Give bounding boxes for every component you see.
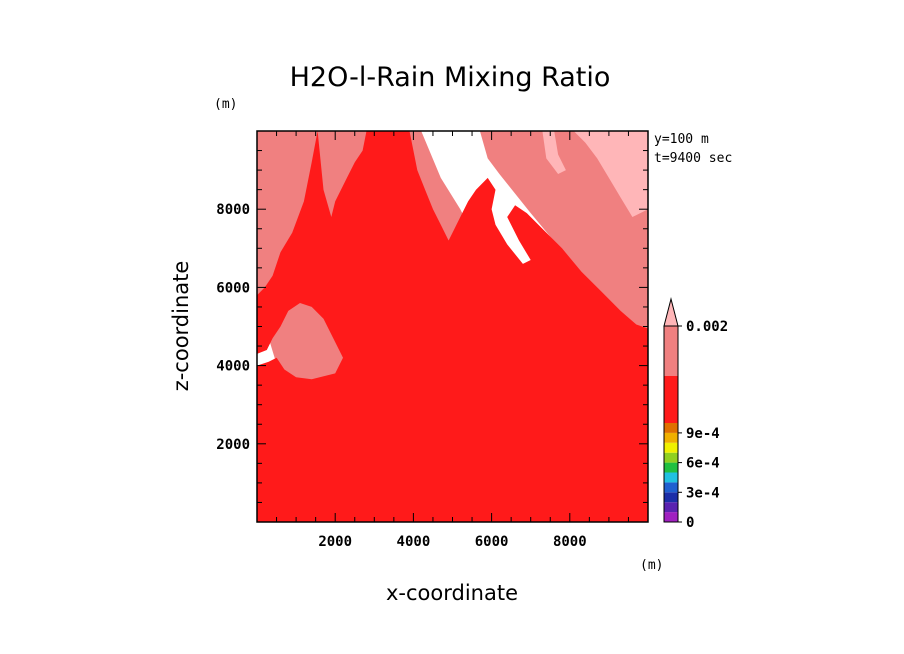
x-tick-label: 8000 [553,534,587,550]
colorbar-label: 0.002 [686,319,728,335]
colorbar-swatch [664,326,678,376]
colorbar-frame [663,325,679,523]
contour-field [257,131,648,522]
contour-region-3 [542,131,566,174]
colorbar-label: 3e-4 [686,485,720,501]
x-tick-label: 2000 [318,534,352,550]
contour-region-2 [573,131,648,217]
colorbar-swatch [664,376,678,423]
colorbar: 0 3e-4 6e-4 9e-4 0.002 [663,297,728,531]
y-tick-label: 4000 [216,359,250,375]
colorbar-swatch [664,502,678,513]
x-unit-label: (m) [640,558,663,573]
annotation-t: t=9400 sec [654,151,732,166]
colorbar-label: 0 [686,515,694,531]
colorbar-swatch [664,482,678,493]
colorbar-label: 9e-4 [686,426,720,442]
x-axis-label: x-coordinate [386,581,518,605]
chart-title: H2O-l-Rain Mixing Ratio [290,62,611,93]
y-tick-label: 8000 [216,202,250,218]
x-tick-label: 6000 [475,534,509,550]
y-tick-label: 2000 [216,437,250,453]
y-axis-label: z-coordinate [169,261,193,392]
contour-region-1 [257,131,648,522]
annotation-y: y=100 m [654,132,709,147]
y-unit-label: (m) [214,97,237,112]
colorbar-swatch [664,492,678,503]
colorbar-label: 6e-4 [686,456,720,472]
colorbar-swatch [664,423,678,433]
y-tick-label: 6000 [216,280,250,296]
colorbar-swatch [664,512,678,522]
colorbar-overflow-arrow [663,297,679,327]
y-axis-ticks: 2000 4000 6000 8000 [216,150,648,503]
colorbar-swatch [664,442,678,453]
x-axis-ticks: 2000 4000 6000 8000 [276,131,629,550]
colorbar-swatch [664,432,678,443]
colorbar-swatch [664,462,678,473]
colorbar-swatch [664,452,678,463]
colorbar-swatch [664,472,678,483]
x-tick-label: 4000 [397,534,431,550]
